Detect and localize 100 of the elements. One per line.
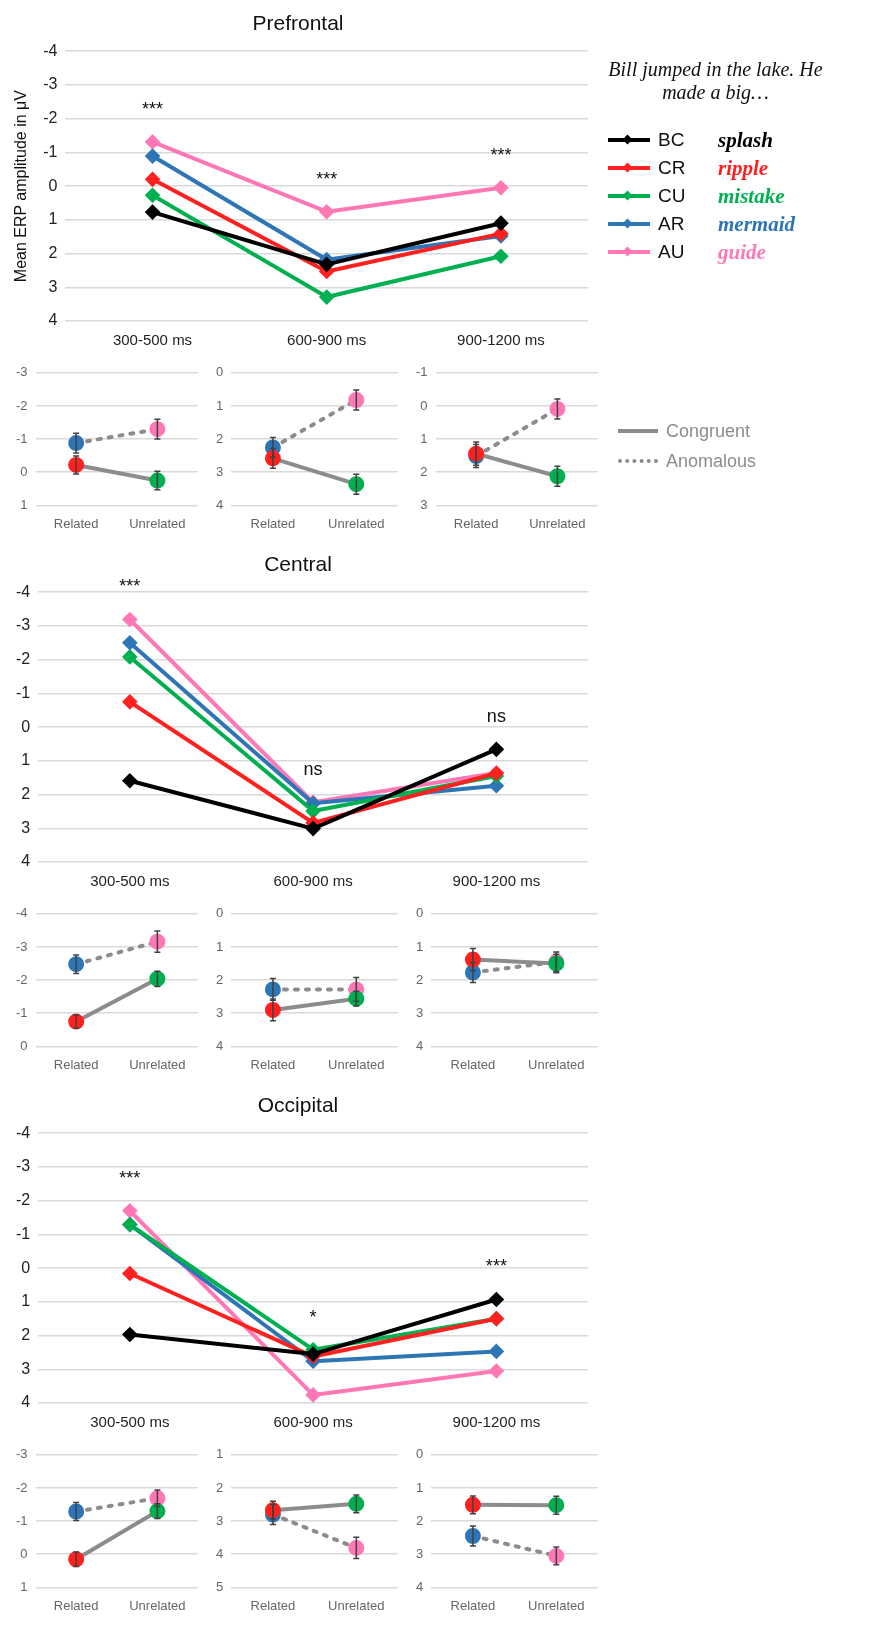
y-tick-label: 4 [21,852,31,870]
y-tick-label: -4 [43,41,58,59]
legend-title: Bill jumped in the lake. He made a big… [608,58,823,104]
annotation: *** [119,1167,141,1188]
x-tick-label: 900-1200 ms [452,1413,541,1431]
x-tick-label: 900-1200 ms [457,331,545,349]
y-tick-label: -1 [15,1224,31,1242]
chart-title: Central [264,552,332,576]
annotation: *** [119,576,141,597]
annotation: * [309,1306,317,1327]
y-tick-label: 3 [21,818,31,836]
y-tick-label: 1 [216,397,224,413]
y-tick-label: 1 [416,1479,424,1495]
y-tick-label: 4 [416,1037,424,1053]
text: mistake [718,183,785,209]
x-tick-label: Related [53,515,99,531]
y-tick-label: 1 [420,430,428,446]
y-tick-label: -2 [15,1191,31,1209]
y-tick-label: -1 [16,430,28,446]
y-tick-label: 0 [416,1446,424,1462]
y-tick-label: -1 [16,1512,28,1528]
y-tick-label: 4 [216,496,224,512]
y-tick-label: 2 [216,430,224,446]
y-tick-label: -3 [16,1446,28,1462]
x-tick-label: Unrelated [129,1597,186,1613]
x-tick-label: Related [53,1597,99,1613]
legend-label: Anomalous [666,450,757,472]
text: ripple [718,155,769,181]
x-tick-label: Unrelated [328,1056,385,1072]
y-tick-label: 3 [420,496,428,512]
x-tick-label: Unrelated [129,1056,186,1072]
y-tick-label: 0 [21,717,31,735]
chart-title: Occipital [257,1093,339,1117]
x-tick-label: Related [450,1056,496,1072]
y-tick-label: 0 [20,463,28,479]
y-tick-label: 3 [48,277,58,295]
legend-label: AU [658,241,686,263]
y-tick-label: -2 [16,397,28,413]
y-tick-label: 2 [216,971,224,987]
y-tick-label: 2 [21,784,31,802]
text: splash [718,127,773,153]
x-tick-label: 300-500 ms [112,331,193,349]
y-tick-label: 4 [48,311,58,329]
annotation: *** [490,144,512,165]
y-tick-label: 1 [21,1292,31,1310]
y-tick-label: 3 [216,1004,224,1020]
y-tick-label: 4 [21,1393,31,1411]
y-tick-label: 0 [20,1037,28,1053]
x-tick-label: Related [250,515,296,531]
y-tick-label: -1 [15,683,31,701]
text: guide [718,239,766,265]
y-tick-label: -2 [15,650,31,668]
x-tick-label: 300-500 ms [90,872,170,890]
y-tick-label: 4 [416,1578,424,1594]
y-tick-label: 0 [216,364,224,380]
y-tick-label: -1 [43,142,58,160]
y-tick-label: 2 [420,463,428,479]
x-tick-label: Related [450,1597,496,1613]
x-tick-label: 600-900 ms [287,331,367,349]
y-tick-label: -2 [16,971,28,987]
y-tick-label: 0 [216,905,224,921]
x-tick-label: Related [453,515,499,531]
y-tick-label: 2 [416,971,424,987]
y-tick-label: 4 [216,1545,224,1561]
y-tick-label: 2 [21,1325,31,1343]
x-tick-label: Related [250,1056,296,1072]
x-tick-label: Unrelated [529,515,586,531]
y-tick-label: -2 [16,1479,28,1495]
x-tick-label: Related [250,1597,296,1613]
y-tick-label: -1 [16,1004,28,1020]
x-tick-label: 600-900 ms [273,872,353,890]
legend-label: CU [658,185,687,207]
y-tick-label: -3 [43,75,58,93]
y-tick-label: 0 [48,176,58,194]
y-tick-label: 0 [416,905,424,921]
text: mermaid [718,211,795,237]
y-tick-label: 1 [416,938,424,954]
x-tick-label: 300-500 ms [90,1413,170,1431]
y-tick-label: 2 [216,1479,224,1495]
x-tick-label: Related [53,1056,99,1072]
x-tick-label: Unrelated [328,515,385,531]
y-tick-label: 2 [48,243,58,261]
legend-label: AR [658,213,686,235]
annotation: ns [486,706,506,727]
y-tick-label: 0 [21,1258,31,1276]
y-tick-label: 1 [20,1578,28,1594]
y-tick-label: 1 [48,210,58,228]
y-tick-label: 2 [416,1512,424,1528]
y-tick-label: 4 [216,1037,224,1053]
y-tick-label: 3 [216,463,224,479]
x-tick-label: Unrelated [129,515,186,531]
y-tick-label: 5 [216,1578,224,1594]
x-tick-label: 900-1200 ms [452,872,541,890]
y-tick-label: 1 [216,938,224,954]
y-tick-label: -1 [416,364,428,380]
y-tick-label: -3 [16,364,28,380]
y-tick-label: 1 [216,1446,224,1462]
legend-label: Congruent [666,420,751,442]
annotation: ns [303,759,323,780]
y-tick-label: -2 [43,109,58,127]
